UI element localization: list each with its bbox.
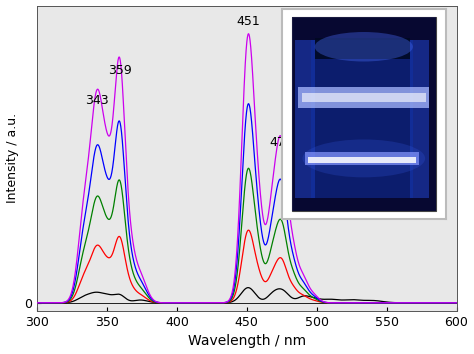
X-axis label: Wavelength / nm: Wavelength / nm — [188, 335, 306, 348]
Text: 451: 451 — [236, 15, 260, 28]
Bar — [315, 38, 410, 59]
Y-axis label: Intensity / a.u.: Intensity / a.u. — [6, 113, 18, 203]
Text: 343: 343 — [85, 95, 109, 107]
Ellipse shape — [302, 139, 425, 177]
Text: 359: 359 — [108, 64, 131, 77]
Bar — [295, 40, 315, 198]
Bar — [299, 87, 429, 108]
Bar — [301, 93, 426, 102]
Bar — [292, 17, 436, 211]
Bar — [311, 40, 413, 198]
Bar — [410, 40, 429, 198]
Bar — [305, 152, 419, 165]
Text: 475: 475 — [270, 136, 293, 149]
Bar — [308, 157, 416, 162]
Ellipse shape — [315, 32, 413, 62]
Bar — [292, 17, 436, 211]
